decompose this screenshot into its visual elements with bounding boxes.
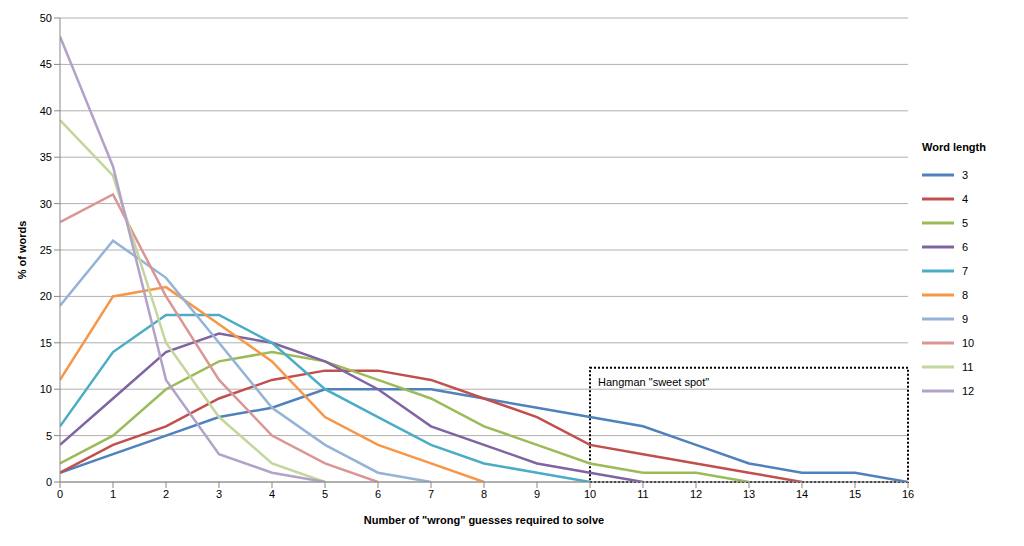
html-text:4: 4 <box>962 193 969 205</box>
html-text:Word length: Word length <box>922 141 986 153</box>
svg-text:10: 10 <box>40 383 52 395</box>
svg-text:20: 20 <box>40 290 52 302</box>
svg-text:0: 0 <box>46 476 52 488</box>
html-text:10: 10 <box>962 337 975 349</box>
svg-text:15: 15 <box>849 488 861 500</box>
html-text:12: 12 <box>962 385 975 397</box>
svg-text:1: 1 <box>110 488 116 500</box>
svg-text:% of words: % of words <box>16 221 28 280</box>
svg-text:6: 6 <box>375 488 381 500</box>
svg-text:12: 12 <box>690 488 702 500</box>
svg-text:9: 9 <box>534 488 540 500</box>
svg-text:4: 4 <box>269 488 275 500</box>
svg-text:45: 45 <box>40 58 52 70</box>
svg-text:10: 10 <box>584 488 596 500</box>
svg-text:5: 5 <box>46 430 52 442</box>
svg-text:30: 30 <box>40 198 52 210</box>
svg-text:50: 50 <box>40 12 52 24</box>
svg-text:Number of "wrong" guesses requ: Number of "wrong" guesses required to so… <box>364 514 604 526</box>
svg-text:35: 35 <box>40 151 52 163</box>
svg-text:7: 7 <box>428 488 434 500</box>
svg-text:14: 14 <box>796 488 808 500</box>
html-text:11: 11 <box>962 361 974 373</box>
html-text:7: 7 <box>962 265 969 277</box>
svg-text:0: 0 <box>57 488 63 500</box>
html-text:5: 5 <box>962 217 969 229</box>
svg-text:3: 3 <box>216 488 222 500</box>
html-text:8: 8 <box>962 289 969 301</box>
svg-text:15: 15 <box>40 337 52 349</box>
svg-text:2: 2 <box>163 488 169 500</box>
html-text:9: 9 <box>962 313 969 325</box>
svg-text:Hangman "sweet spot": Hangman "sweet spot" <box>598 376 709 388</box>
svg-text:8: 8 <box>481 488 487 500</box>
svg-text:25: 25 <box>40 244 52 256</box>
svg-text:5: 5 <box>322 488 328 500</box>
svg-text:16: 16 <box>902 488 914 500</box>
svg-text:11: 11 <box>637 488 648 500</box>
svg-text:40: 40 <box>40 105 52 117</box>
html-text:6: 6 <box>962 241 969 253</box>
svg-text:13: 13 <box>743 488 755 500</box>
html-text:3: 3 <box>962 169 969 181</box>
